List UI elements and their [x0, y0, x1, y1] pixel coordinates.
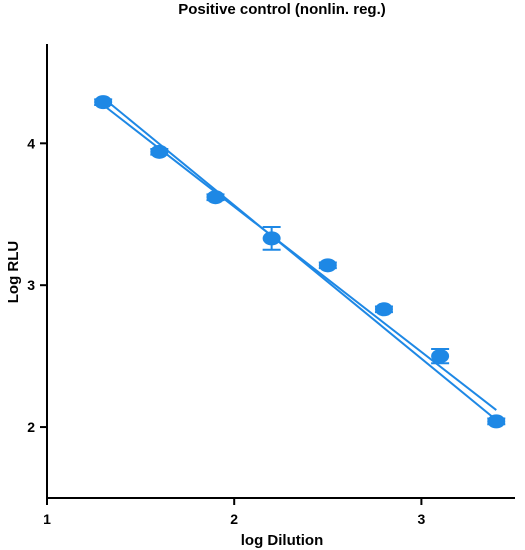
fit-line [102, 104, 497, 411]
data-point [262, 231, 281, 246]
data-point [487, 414, 506, 429]
x-tick-label: 1 [43, 511, 51, 527]
fit-line [102, 97, 497, 421]
x-tick-label: 2 [230, 511, 238, 527]
fit-lines [102, 97, 497, 421]
data-point [94, 95, 113, 110]
y-tick-label: 2 [27, 419, 35, 435]
data-point [318, 258, 337, 273]
data-points [94, 95, 506, 429]
data-point [431, 349, 450, 364]
axes: 1 2 3 2 3 4 [27, 44, 515, 527]
y-axis-label: Log RLU [5, 241, 22, 303]
data-point [374, 302, 393, 317]
x-tick-label: 3 [418, 511, 426, 527]
data-point [206, 190, 225, 205]
data-point [150, 144, 169, 159]
y-tick-label: 4 [27, 135, 35, 151]
y-tick-label: 3 [27, 277, 35, 293]
x-axis-label: log Dilution [241, 532, 323, 549]
chart-title: Positive control (nonlin. reg.) [178, 1, 386, 18]
